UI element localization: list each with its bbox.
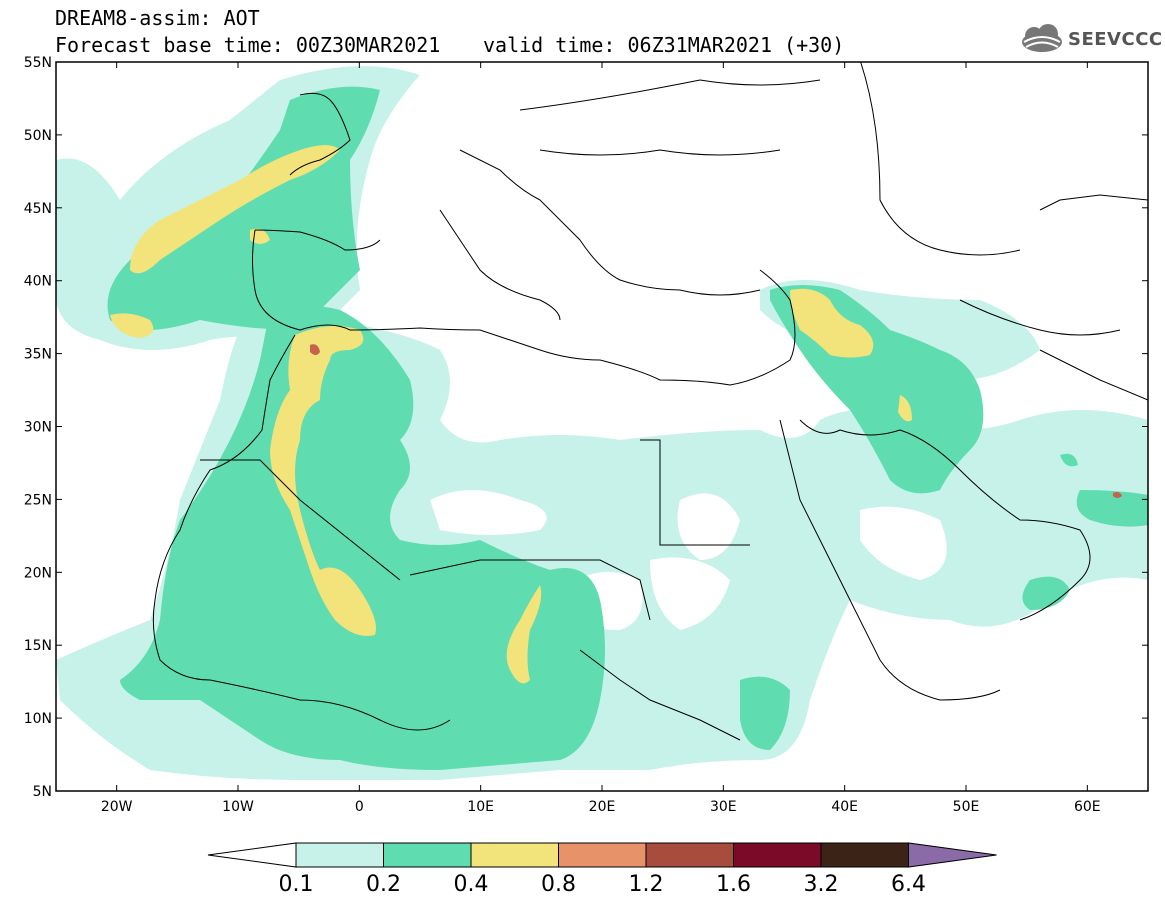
colorbar-label: 0.1 [279, 872, 314, 897]
valid-time: valid time: 06Z31MAR2021 (+30) [483, 33, 845, 57]
colorbar: 0.1 0.2 0.4 0.8 1.2 1.6 3.2 6.4 [207, 842, 997, 897]
lon-label: 30E [710, 799, 737, 815]
colorbar-min-arrow [207, 842, 297, 868]
lat-label: 50N [24, 128, 52, 144]
aot-level-0.4 [110, 145, 912, 684]
lat-label: 40N [24, 274, 52, 290]
coastlines [152, 62, 1148, 741]
colorbar-label: 3.2 [804, 872, 839, 897]
lat-label: 45N [24, 201, 52, 217]
lat-label: 20N [24, 565, 52, 581]
cloud-icon [1022, 24, 1062, 52]
lat-label: 35N [24, 347, 52, 363]
seevccc-logo: SEEVCCC [1018, 22, 1162, 58]
colorbar-swatch [470, 842, 559, 868]
colorbar-label: 1.2 [629, 872, 664, 897]
aot-level-0.8 [310, 344, 1122, 498]
lon-label: 60E [1074, 799, 1101, 815]
lat-label: 25N [24, 492, 52, 508]
colorbar-max-arrow [908, 842, 997, 868]
colorbar-swatch [383, 842, 472, 868]
colorbar-swatch [295, 842, 384, 868]
aot-gaps [430, 376, 947, 630]
longitude-axis: 20W 10W 0 10E 20E 30E 40E 50E 60E [101, 62, 1101, 815]
colorbar-swatch [558, 842, 647, 868]
lon-label: 10E [467, 799, 494, 815]
lon-label: 50E [953, 799, 980, 815]
lon-label: 10W [222, 799, 254, 815]
colorbar-swatch [645, 842, 734, 868]
lat-label: 30N [24, 420, 52, 436]
lat-label: 10N [24, 711, 52, 727]
lon-label: 0 [355, 799, 364, 815]
colorbar-label: 0.8 [541, 872, 576, 897]
colorbar-swatch [733, 842, 822, 868]
aot-field [56, 66, 1148, 780]
logo-text: SEEVCCC [1068, 29, 1163, 50]
latitude-axis: 55N 50N 45N 40N 35N 30N 25N 20N 15N 10N 5N [24, 55, 1148, 800]
lat-label: 15N [24, 638, 52, 654]
lon-label: 20W [101, 799, 133, 815]
lon-label: 40E [831, 799, 858, 815]
lat-label: 55N [24, 55, 52, 71]
colorbar-label: 1.6 [716, 872, 751, 897]
colorbar-label: 0.2 [366, 872, 401, 897]
colorbar-label: 0.4 [454, 872, 489, 897]
map-title: DREAM8-assim: AOT [55, 6, 260, 30]
colorbar-swatch [820, 842, 909, 868]
lat-label: 5N [33, 784, 52, 800]
lon-label: 20E [589, 799, 616, 815]
colorbar-label: 6.4 [891, 872, 926, 897]
forecast-base-time: Forecast base time: 00Z30MAR2021 [55, 33, 441, 57]
